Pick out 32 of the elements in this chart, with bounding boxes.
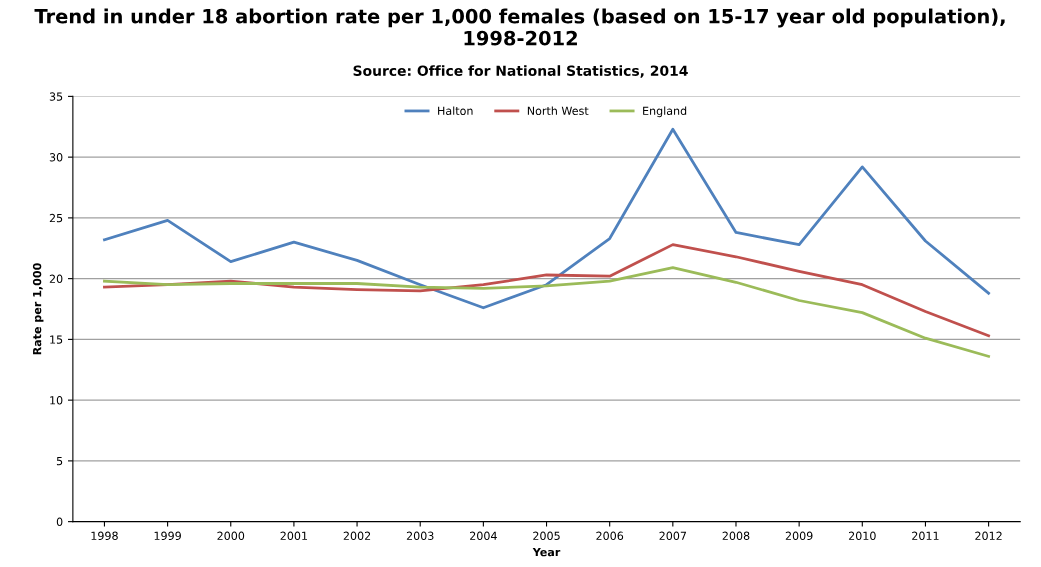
legend-label: Halton bbox=[438, 106, 473, 115]
x-tick-label: 2004 bbox=[470, 531, 497, 540]
y-tick-label: 30 bbox=[49, 153, 63, 162]
x-tick-label: 2012 bbox=[975, 531, 1002, 540]
line-series bbox=[103, 127, 990, 310]
x-tick-label: 2005 bbox=[533, 531, 560, 540]
x-tick-label: 1999 bbox=[154, 531, 181, 540]
y-tick-label: 5 bbox=[56, 457, 63, 466]
x-tick-label: 2008 bbox=[722, 531, 750, 540]
y-tick-label: 25 bbox=[49, 213, 63, 223]
legend-label: North West bbox=[527, 106, 589, 115]
x-tick-label: 2006 bbox=[596, 531, 624, 540]
x-tick-label: 2007 bbox=[659, 531, 687, 540]
source-note: Source: Office for National Statistics, 2014 bbox=[353, 65, 688, 78]
x-tick-label: 2011 bbox=[912, 531, 939, 540]
x-tick-label: 2010 bbox=[848, 531, 876, 540]
x-tick-label: 2000 bbox=[217, 531, 245, 540]
y-tick-label: 10 bbox=[50, 396, 63, 405]
x-tick-label: 2009 bbox=[785, 531, 813, 540]
y-tick-label: 0 bbox=[56, 517, 63, 527]
chart-title: Trend in under 18 abortion rate per 1,000 females (based on 15-17 year old population), 1998-2012 bbox=[34, 8, 1005, 46]
y-tick-label: 35 bbox=[49, 92, 63, 101]
x-tick-label: 2001 bbox=[280, 531, 308, 540]
y-tick-label: 20 bbox=[49, 274, 63, 284]
x-axis-title: Year bbox=[532, 548, 561, 557]
x-tick-label: 2003 bbox=[406, 531, 434, 540]
y-axis-title: Rate per 1,000 bbox=[32, 263, 44, 355]
legend-label: England bbox=[643, 106, 687, 118]
x-tick-label: 1998 bbox=[91, 531, 118, 540]
x-tick-label: 2002 bbox=[343, 531, 371, 540]
y-tick-label: 15 bbox=[50, 335, 63, 344]
line-series bbox=[103, 266, 990, 358]
